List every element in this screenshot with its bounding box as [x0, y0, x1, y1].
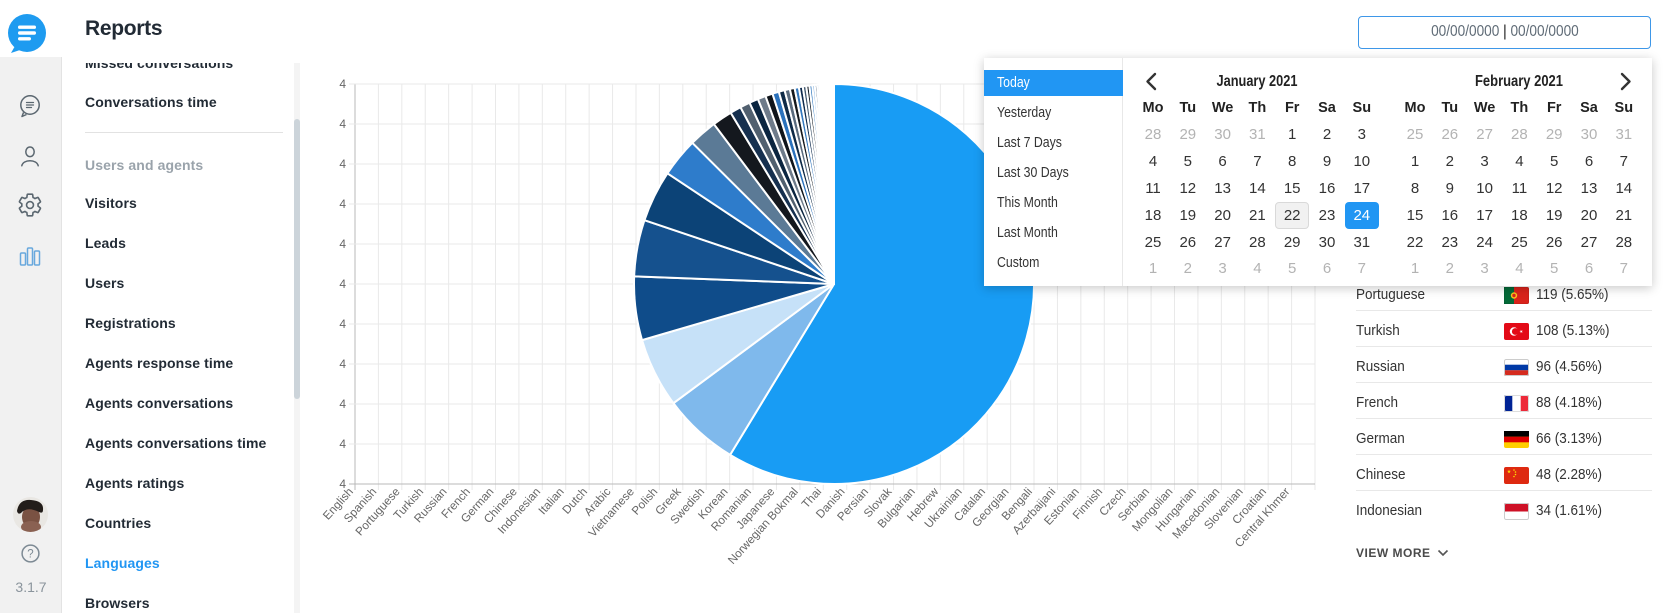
svg-text:?: ?	[27, 549, 33, 561]
svg-text:January 2021: January 2021	[1217, 73, 1298, 90]
svg-text:4: 4	[339, 277, 346, 291]
svg-text:4: 4	[339, 437, 346, 451]
svg-text:4: 4	[339, 77, 346, 91]
svg-text:4: 4	[339, 237, 346, 251]
svg-text:4: 4	[339, 117, 346, 131]
svg-text:4: 4	[339, 197, 346, 211]
svg-text:Italian: Italian	[536, 485, 567, 517]
svg-text:4: 4	[339, 157, 346, 171]
svg-text:4: 4	[339, 357, 346, 371]
svg-text:4: 4	[339, 397, 346, 411]
svg-text:4: 4	[339, 477, 346, 491]
svg-text:February 2021: February 2021	[1475, 73, 1563, 90]
svg-text:4: 4	[339, 317, 346, 331]
